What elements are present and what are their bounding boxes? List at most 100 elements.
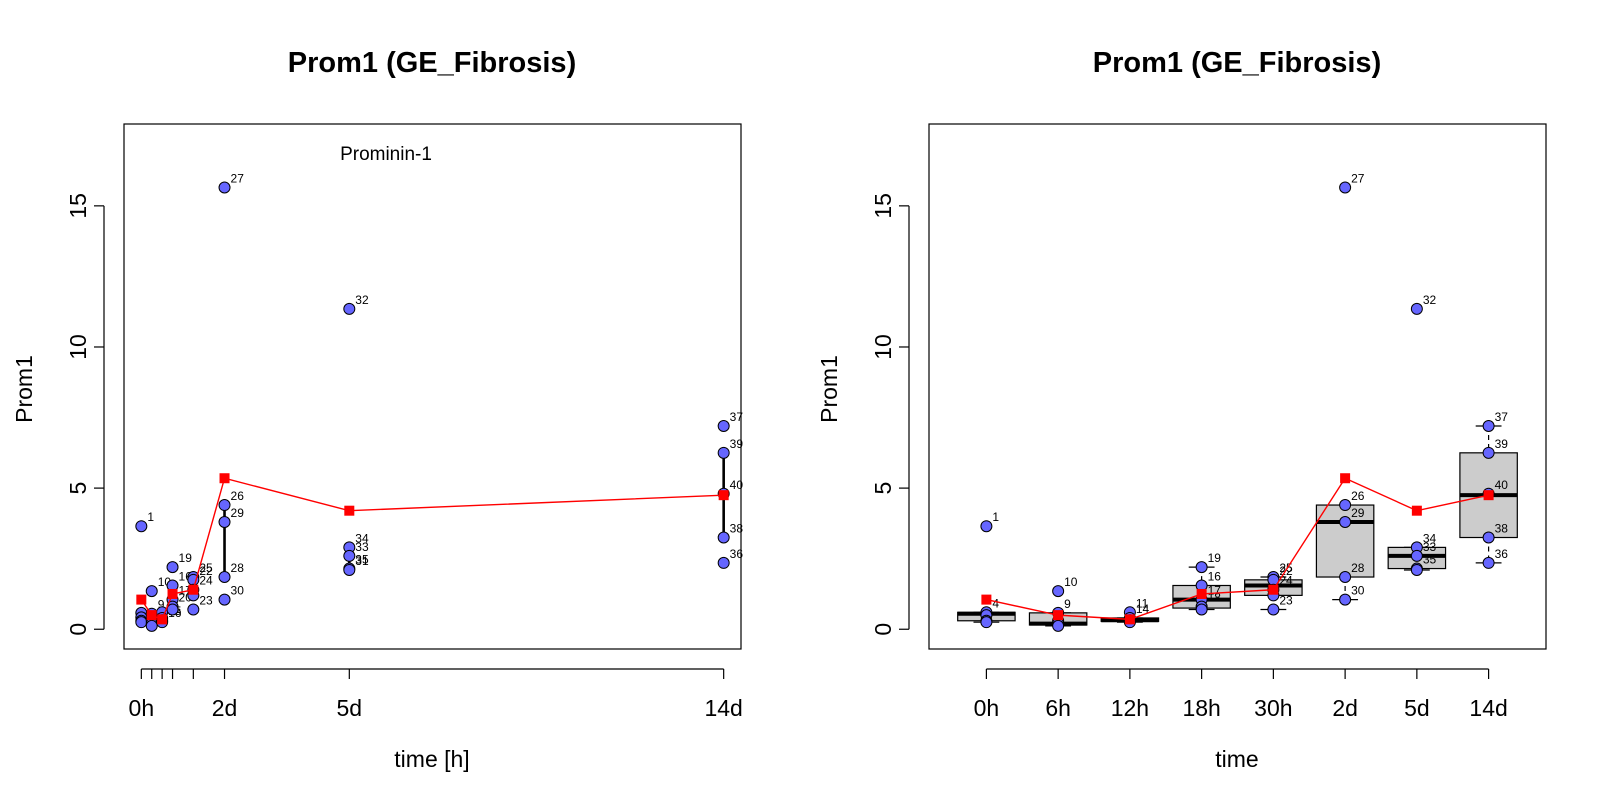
right-data-point	[1267, 603, 1280, 616]
right-point-label: 34	[1423, 531, 1437, 545]
left-data-point	[187, 603, 200, 616]
left-panel: Prom1 (GE_Fibrosis) Prominin-1 time [h] …	[11, 47, 743, 772]
right-mean-marker	[1268, 584, 1279, 595]
left-point-label: 30	[231, 584, 245, 598]
right-mean-marker	[1124, 614, 1135, 625]
right-point-label: 37	[1495, 410, 1509, 424]
left-point-label: 40	[730, 478, 744, 492]
right-point-label: 36	[1495, 547, 1509, 561]
right-axes: 0 5 10 15 0h 6h 12h 18h 30h 2d 5d 14d	[870, 193, 1508, 721]
right-y-tick-label: 5	[870, 482, 896, 495]
right-data-point	[1195, 561, 1208, 574]
right-point-label: 30	[1351, 584, 1365, 598]
left-y-tick-label: 5	[65, 482, 91, 495]
right-point-label: 11	[1136, 596, 1149, 610]
left-point-label: 27	[231, 172, 245, 186]
left-x-tick-label: 5d	[337, 695, 363, 721]
left-mean-marker	[188, 584, 199, 595]
right-x-tick-label: 18h	[1182, 695, 1220, 721]
left-data-point	[145, 585, 158, 598]
right-y-tick-label: 10	[870, 334, 896, 360]
right-point-label: 26	[1351, 489, 1365, 503]
right-point-label: 38	[1495, 522, 1509, 536]
left-point-label: 19	[179, 551, 193, 565]
right-point-label: 16	[1208, 569, 1222, 583]
left-data-point	[343, 549, 356, 562]
right-data-point	[1410, 302, 1423, 315]
left-data-point	[343, 563, 356, 576]
right-point-label: 29	[1351, 506, 1365, 520]
left-point-label: 9	[158, 598, 165, 612]
left-x-tick-label: 2d	[212, 695, 238, 721]
right-mean-marker	[1411, 505, 1422, 516]
left-mean-marker	[167, 588, 178, 599]
left-point-label: 38	[730, 522, 744, 536]
right-x-tick-label: 12h	[1111, 695, 1149, 721]
right-point-label: 28	[1351, 561, 1365, 575]
left-data-point	[218, 181, 231, 194]
left-x-axis-label: time [h]	[394, 746, 469, 772]
right-point-label: 23	[1279, 593, 1293, 607]
left-data-point	[717, 556, 730, 569]
right-point-label: 9	[1064, 597, 1071, 611]
right-data-point	[1339, 499, 1352, 512]
left-point-label: 29	[231, 506, 245, 520]
right-x-tick-label: 6h	[1045, 695, 1071, 721]
left-data-point	[135, 520, 148, 533]
left-y-tick-label: 15	[65, 193, 91, 219]
right-point-label: 32	[1423, 293, 1437, 307]
box-iqr	[1315, 504, 1375, 578]
right-x-axis-label: time	[1215, 746, 1258, 772]
right-data-point	[1052, 619, 1065, 632]
right-point-label: 14	[1136, 602, 1150, 616]
left-mean-marker	[219, 473, 230, 484]
left-point-label: 1	[147, 510, 154, 524]
left-point-label: 25	[199, 561, 213, 575]
left-mean-marker	[136, 594, 147, 605]
left-y-tick-label: 10	[65, 334, 91, 360]
left-data-point	[145, 619, 158, 632]
right-x-tick-label: 30h	[1254, 695, 1292, 721]
left-data-point	[166, 603, 179, 616]
left-mean-marker	[344, 505, 355, 516]
left-data-point	[717, 446, 730, 459]
right-data-point	[980, 520, 993, 533]
right-data-point	[1339, 515, 1352, 528]
left-axes: 0 5 10 15 0h 2d 5d 14d	[65, 193, 743, 721]
right-data-point	[1410, 549, 1423, 562]
left-point-label: 39	[730, 437, 744, 451]
right-data-point	[1052, 585, 1065, 598]
right-point-label: 33	[1423, 540, 1437, 554]
right-panel: Prom1 (GE_Fibrosis) time Prom1 0 5 10 15 0h 6…	[816, 47, 1547, 772]
right-y-axis-label: Prom1	[816, 355, 842, 423]
right-point-label: 40	[1495, 478, 1509, 492]
left-point-label: 32	[355, 293, 369, 307]
left-point-label: 34	[355, 531, 369, 545]
left-x-tick-label: 14d	[704, 695, 742, 721]
right-data-point	[980, 616, 993, 629]
left-y-tick-label: 0	[65, 623, 91, 636]
left-mean-marker	[146, 610, 157, 621]
left-data-point	[166, 561, 179, 574]
left-mean-marker	[157, 614, 168, 625]
left-point-label: 36	[730, 547, 744, 561]
left-data-point	[218, 515, 231, 528]
left-point-label: 31	[355, 554, 369, 568]
left-point-label: 22	[199, 564, 213, 578]
left-mean-marker	[718, 490, 729, 501]
left-point-label: 26	[231, 489, 245, 503]
right-data-point	[1410, 563, 1423, 576]
right-x-tick-label: 5d	[1404, 695, 1430, 721]
left-data-point	[218, 499, 231, 512]
right-point-label: 35	[1423, 553, 1437, 567]
left-x-tick-label: 0h	[129, 695, 155, 721]
right-data-point	[1195, 603, 1208, 616]
left-data-point	[218, 571, 231, 584]
right-x-tick-label: 2d	[1332, 695, 1358, 721]
right-data-point	[1339, 181, 1352, 194]
right-mean-marker	[1053, 610, 1064, 621]
right-point-label: 4	[992, 596, 999, 610]
right-mean-line	[986, 477, 1489, 621]
